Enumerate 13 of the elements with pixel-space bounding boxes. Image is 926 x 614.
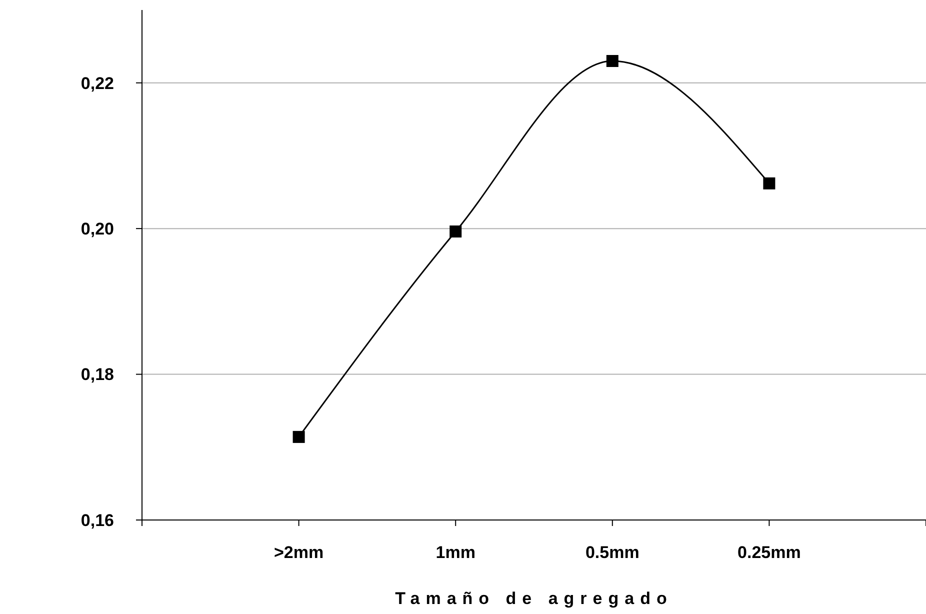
x-tick-label: 1mm: [436, 543, 476, 562]
y-tick-label: 0,22: [80, 74, 114, 93]
point: [292, 430, 305, 443]
y-tick-label: 0,18: [80, 365, 114, 384]
y-tick-label: 0,20: [80, 220, 114, 239]
point: [606, 55, 618, 67]
x-tick-label: >2mm: [274, 543, 324, 562]
x-axis-title: Tamaño de agregado: [395, 589, 673, 608]
y-tick-label: 0,16: [80, 510, 114, 530]
x-tick-label: 0.25mm: [738, 543, 801, 562]
point: [763, 177, 776, 190]
point: [450, 225, 462, 238]
x-tick-label: 0.5mm: [585, 543, 640, 562]
